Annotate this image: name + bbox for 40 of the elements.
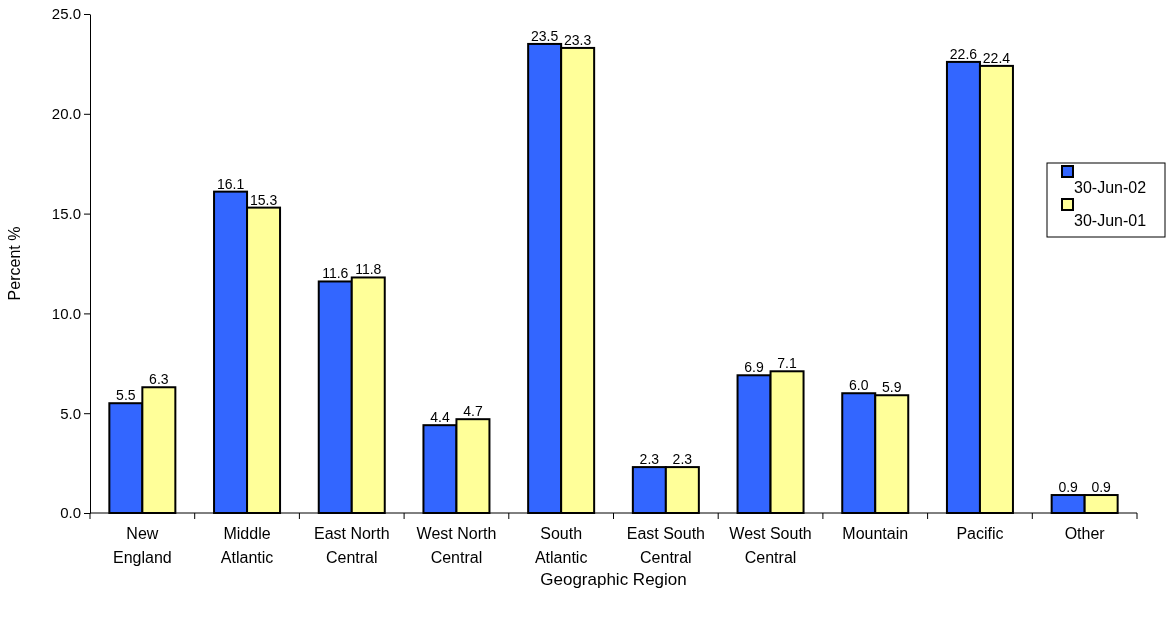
data-label: 22.6 <box>949 45 978 62</box>
x-tick-label: New England <box>112 525 172 566</box>
x-tick-label: Mountain <box>842 525 909 542</box>
data-label: 4.7 <box>463 403 483 420</box>
y-tick-label: 5.0 <box>60 404 81 422</box>
x-tick-label: West South Central <box>729 525 812 566</box>
data-label: 11.6 <box>322 265 349 282</box>
y-axis-title: Percent % <box>6 226 23 301</box>
data-label: 16.1 <box>216 175 245 192</box>
data-label: 6.3 <box>149 371 169 388</box>
data-label: 5.5 <box>116 387 136 404</box>
x-tick-label: Pacific <box>956 525 1004 542</box>
data-label: 22.4 <box>982 49 1011 66</box>
y-tick-label: 15.0 <box>51 204 81 222</box>
y-tick-label: 25.0 <box>51 5 81 23</box>
x-tick-label: East South Central <box>626 525 705 566</box>
y-tick-label: 10.0 <box>51 304 81 322</box>
data-label: 6.0 <box>849 377 869 394</box>
y-tick-label: 0.0 <box>60 504 81 522</box>
data-label: 4.4 <box>430 409 450 426</box>
data-label: 5.9 <box>882 379 902 396</box>
data-label: 15.3 <box>249 191 278 208</box>
x-tick-label: East North Central <box>313 525 390 566</box>
data-label: 0.9 <box>1058 479 1079 496</box>
x-tick-label: Middle Atlantic <box>220 525 274 566</box>
x-axis-title: Geographic Region <box>540 570 687 589</box>
x-tick-label: South Atlantic <box>534 525 588 566</box>
data-label: 23.5 <box>531 27 559 44</box>
data-label: 7.1 <box>777 355 797 372</box>
data-label: 2.3 <box>639 451 660 468</box>
x-tick-label: West North Central <box>416 525 497 566</box>
legend-label: 30-Jun-02 <box>1074 179 1147 196</box>
y-tick-label: 20.0 <box>51 105 81 123</box>
legend-label: 30-Jun-01 <box>1074 212 1147 229</box>
x-tick-label: Other <box>1064 525 1106 542</box>
data-label: 2.3 <box>672 451 693 468</box>
data-label: 23.3 <box>564 31 592 48</box>
data-label: 0.9 <box>1091 479 1112 496</box>
data-label: 6.9 <box>744 359 764 376</box>
data-label: 11.8 <box>355 261 382 278</box>
